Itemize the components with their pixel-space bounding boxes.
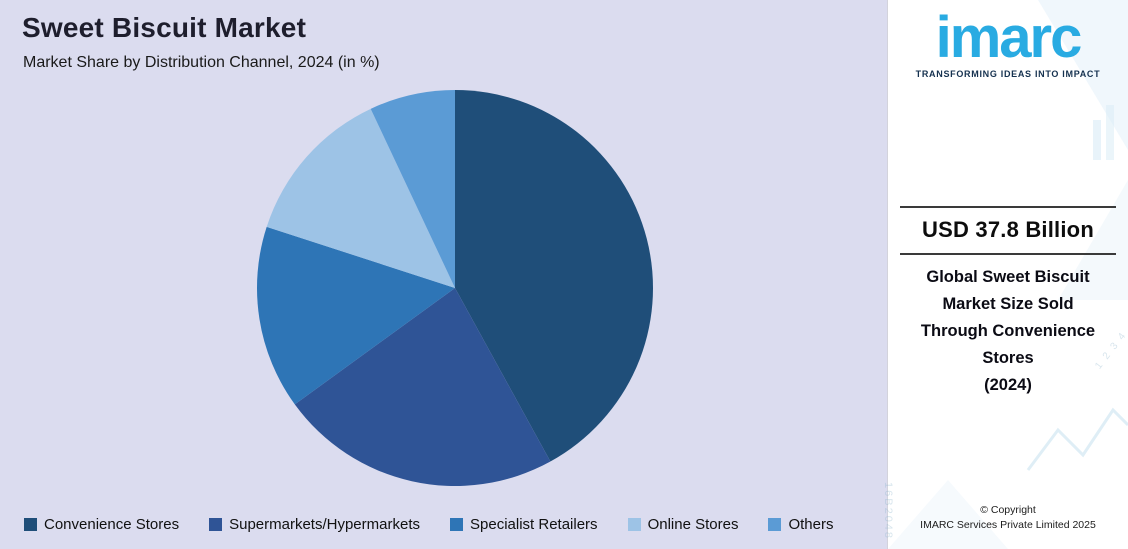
legend-label: Others [788,516,834,533]
legend-label: Online Stores [647,516,739,533]
pie-slice-online-stores [266,108,455,289]
pie-chart [253,86,657,490]
chart-subtitle: Market Share by Distribution Channel, 20… [23,54,380,71]
pie-slice-supermarkets-hypermarkets [294,288,551,486]
description-line: Global Sweet Biscuit [926,268,1090,286]
description-line: Stores [982,349,1034,367]
pie-chart-svg [257,90,653,486]
legend-item: Specialist Retailers [450,516,598,533]
description-line: Through Convenience [920,322,1096,340]
imarc-logo: imarc TRANSFORMING IDEAS INTO IMPACT [888,5,1128,79]
legend-item: Supermarkets/Hypermarkets [209,516,420,533]
legend-swatch [24,518,37,531]
legend-label: Supermarkets/Hypermarkets [229,516,420,533]
copyright-line-1: © Copyright [980,504,1036,516]
legend-label: Specialist Retailers [470,516,598,533]
legend-label: Convenience Stores [44,516,180,533]
imarc-logo-text: imarc [935,5,1083,70]
legend-swatch [450,518,463,531]
legend-swatch [209,518,223,531]
copyright-line-2: IMARC Services Private Limited 2025 [920,519,1096,531]
pie-slice-specialist-retailers [257,226,455,405]
pie-slice-convenience-stores [455,90,653,462]
market-size-headline: USD 37.8 Billion [922,217,1094,242]
legend-item: Others [768,516,833,533]
chart-title: Sweet Biscuit Market [22,12,307,43]
market-size-description: Global Sweet Biscuit Market Size Sold Th… [896,264,1120,399]
copyright: © Copyright IMARC Services Private Limit… [888,503,1128,533]
legend-item: Convenience Stores [24,516,179,533]
description-line: (2024) [984,376,1032,394]
headline-box: USD 37.8 Billion [900,206,1116,255]
legend: Convenience Stores Supermarkets/Hypermar… [24,516,877,533]
pie-slice-others [370,90,455,288]
legend-item: Online Stores [627,516,739,533]
chart-section: Sweet Biscuit Market Market Share by Dis… [0,0,887,549]
info-panel: 1 2 3 4 16B2048 imarc TRANSFORMING IDEAS… [882,0,1128,549]
legend-swatch [627,518,641,531]
imarc-logo-tagline: TRANSFORMING IDEAS INTO IMPACT [915,68,1101,79]
description-line: Market Size Sold [942,295,1074,313]
legend-swatch [768,518,782,531]
